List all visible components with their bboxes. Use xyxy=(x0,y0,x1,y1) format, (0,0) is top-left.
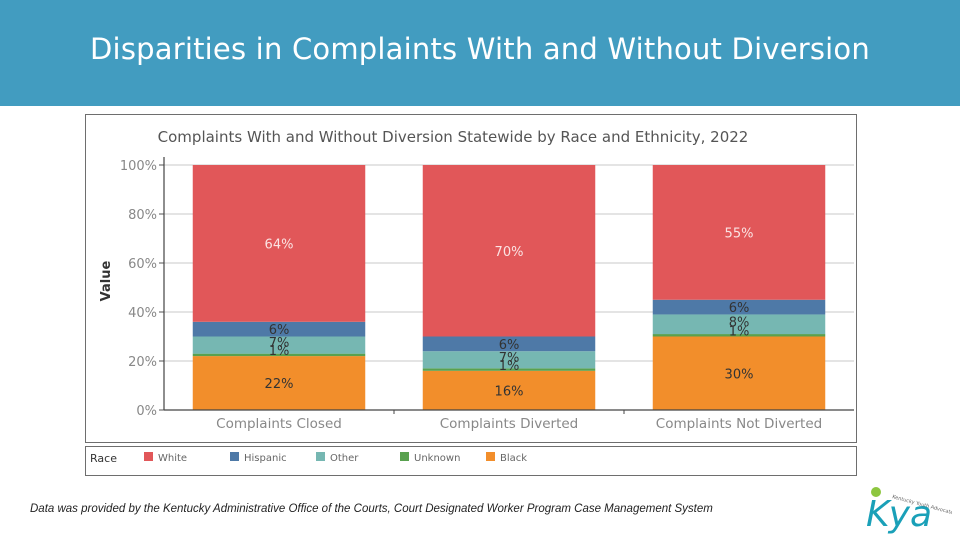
legend-label: Black xyxy=(500,453,527,464)
bar-segment-white[interactable] xyxy=(422,165,596,337)
y-tick-label: 20% xyxy=(128,355,157,370)
legend-swatch xyxy=(316,452,325,461)
chart-title: Complaints With and Without Diversion St… xyxy=(158,128,749,146)
data-label: 30% xyxy=(725,367,754,382)
legend-label: Unknown xyxy=(414,453,460,464)
data-label: 64% xyxy=(265,237,294,252)
logo-text: Kya xyxy=(866,494,932,535)
data-label: 6% xyxy=(269,323,290,338)
data-label: 16% xyxy=(495,384,524,399)
data-label: 70% xyxy=(495,245,524,260)
data-label: 6% xyxy=(729,301,750,316)
bar-segment-black[interactable] xyxy=(192,356,366,410)
legend-title: Race xyxy=(90,452,117,465)
legend-swatch xyxy=(144,452,153,461)
bar-segment-white[interactable] xyxy=(192,165,366,322)
legend-item-white[interactable]: White xyxy=(144,452,187,464)
bar-segment-unknown[interactable] xyxy=(192,353,366,357)
data-label: 7% xyxy=(269,336,290,351)
y-tick-label: 0% xyxy=(136,404,157,419)
chart-panel: Complaints With and Without Diversion St… xyxy=(85,114,857,443)
data-label: 1% xyxy=(499,359,520,374)
x-tick-label: Complaints Diverted xyxy=(440,416,579,432)
bar-segment-unknown[interactable] xyxy=(652,334,826,337)
bar-segment-hispanic[interactable] xyxy=(422,336,596,352)
legend: Race White Hispanic Other Unknown Black xyxy=(85,446,857,476)
legend-item-black[interactable]: Black xyxy=(486,452,527,464)
bar-segment-hispanic[interactable] xyxy=(192,321,366,337)
legend-swatch xyxy=(230,452,239,461)
data-label: 1% xyxy=(269,344,290,359)
y-axis-label: Value xyxy=(99,260,114,301)
bar-segment-black[interactable] xyxy=(652,336,826,411)
bar-segment-other[interactable] xyxy=(422,351,596,369)
legend-item-unknown[interactable]: Unknown xyxy=(400,452,460,464)
bar-segment-unknown[interactable] xyxy=(422,368,596,371)
legend-label: White xyxy=(158,453,187,464)
stacked-bar-chart: Complaints With and Without Diversion St… xyxy=(99,128,854,432)
data-label: 7% xyxy=(499,351,520,366)
y-tick-label: 100% xyxy=(120,159,157,174)
bar-segment-white[interactable] xyxy=(652,165,826,300)
bar-segment-black[interactable] xyxy=(422,370,596,410)
legend-label: Hispanic xyxy=(244,453,287,464)
bar-segment-other[interactable] xyxy=(652,314,826,335)
x-tick-label: Complaints Not Diverted xyxy=(656,416,822,432)
legend-label: Other xyxy=(330,453,359,464)
data-label: 55% xyxy=(725,226,754,241)
kya-logo: Kya Kentucky Youth Advocates xyxy=(862,480,957,536)
data-label: 22% xyxy=(265,377,294,392)
data-label: 8% xyxy=(729,315,750,330)
legend-item-hispanic[interactable]: Hispanic xyxy=(230,452,287,464)
title-banner: Disparities in Complaints With and Witho… xyxy=(0,0,960,106)
legend-item-other[interactable]: Other xyxy=(316,452,359,464)
logo-icon: Kya Kentucky Youth Advocates xyxy=(866,487,957,535)
data-source-footnote: Data was provided by the Kentucky Admini… xyxy=(30,503,713,515)
bar-segment-other[interactable] xyxy=(192,336,366,354)
legend-swatch xyxy=(400,452,409,461)
data-label: 1% xyxy=(729,325,750,340)
data-label: 6% xyxy=(499,338,520,353)
legend-swatch xyxy=(486,452,495,461)
y-tick-label: 80% xyxy=(128,208,157,223)
y-tick-label: 60% xyxy=(128,257,157,272)
legend-svg: Race White Hispanic Other Unknown Black xyxy=(90,452,527,465)
slide-title: Disparities in Complaints With and Witho… xyxy=(90,32,870,66)
bar-segment-hispanic[interactable] xyxy=(652,299,826,315)
x-tick-label: Complaints Closed xyxy=(216,416,342,432)
y-tick-label: 40% xyxy=(128,306,157,321)
